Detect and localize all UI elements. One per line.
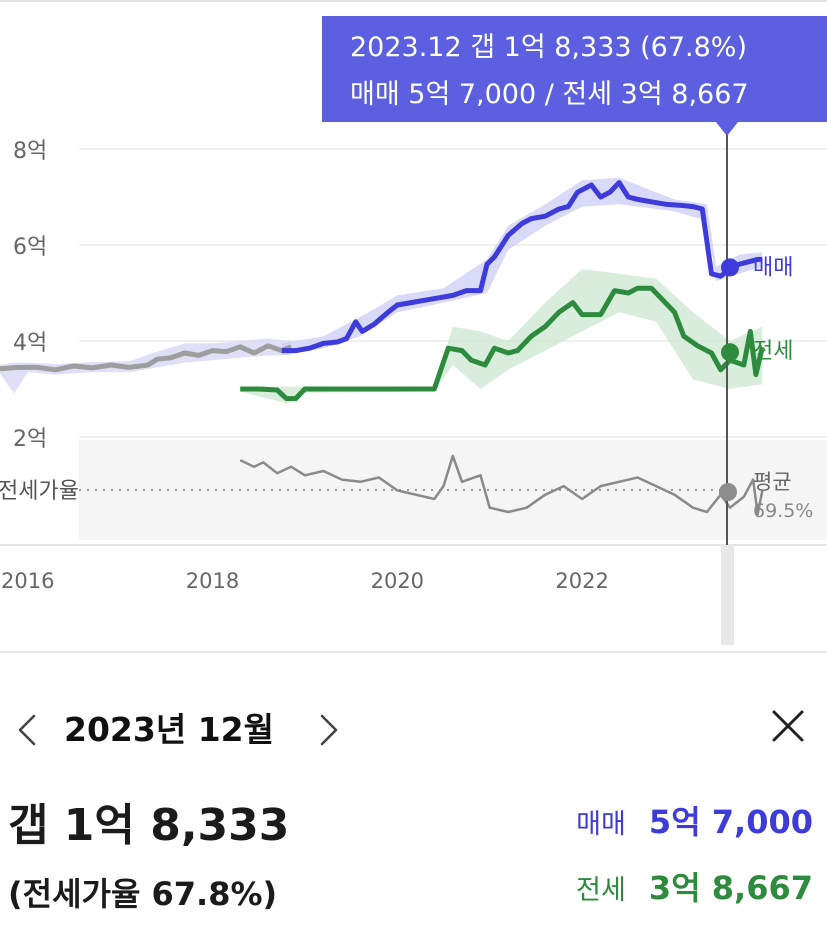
gap-value: 갭 1억 8,333 [8,800,290,851]
month-label: 2023년 12월 [64,710,274,749]
sale-stat: 매매 5억 7,000 [576,799,813,845]
ratio-band-label: 전세가율 [0,479,79,504]
ratio-text: (전세가율 67.8%) [8,875,278,913]
history-line [0,343,293,373]
sale-range [281,177,763,356]
sale-line [281,180,763,354]
sale-stat-label: 매매 [576,809,626,840]
sale-series-label: 매매 [753,255,793,280]
ratio-line [239,454,764,516]
next-month-button[interactable] [308,706,348,754]
average-value: 69.5% [753,500,813,522]
jeonse-line [240,285,765,402]
y-tick-label: 2억 [13,427,47,452]
x-tick-label: 2022 [555,569,608,593]
close-icon [772,710,804,742]
y-tick-label: 8억 [13,139,47,164]
x-tick-label: 2018 [186,569,239,593]
jeonse-series-label: 전세 [753,339,793,364]
tooltip-line-2: 매매 5억 7,000 / 전세 3억 8,667 [350,79,749,110]
jeonse-stat-value: 3억 8,667 [648,869,813,907]
x-tick-label: 2016 [1,569,54,593]
jeonse-range [240,269,763,404]
y-tick-label: 4억 [13,331,47,356]
cursor-handle[interactable] [721,545,734,645]
cursor[interactable] [719,128,739,545]
top-border [0,0,827,2]
tooltip-line-1: 2023.12 갭 1억 8,333 (67.8%) [350,32,747,63]
tooltip: 2023.12 갭 1억 8,333 (67.8%) 매매 5억 7,000 /… [322,16,827,122]
ratio-end-dot[interactable] [719,483,737,501]
sale-stat-value: 5억 7,000 [648,803,813,841]
chevron-right-icon [320,714,338,746]
average-label: 평균 [753,470,792,494]
chevron-left-icon [18,714,36,746]
jeonse-stat-label: 전세 [576,875,626,906]
sale-end-dot[interactable] [721,258,739,277]
y-tick-label: 6억 [13,235,47,260]
x-tick-label: 2020 [371,569,424,593]
jeonse-end-dot[interactable] [721,343,739,362]
tooltip-caret [716,122,738,136]
close-button[interactable] [762,700,814,752]
prev-month-button[interactable] [8,706,48,754]
jeonse-stat: 전세 3억 8,667 [576,865,813,911]
grid-lines [79,148,827,491]
series-lines [0,180,765,516]
